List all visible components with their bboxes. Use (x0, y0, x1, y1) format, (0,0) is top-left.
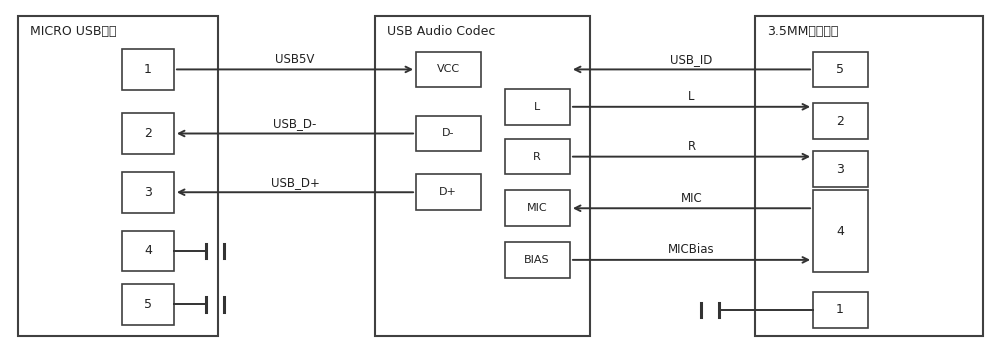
Bar (122, 172, 174, 213)
Bar (122, 284, 174, 325)
Text: MICRO USB接口: MICRO USB接口 (30, 25, 116, 38)
Text: MIC: MIC (681, 192, 702, 205)
Text: 5: 5 (144, 298, 152, 311)
Text: R: R (687, 140, 696, 153)
Text: 3: 3 (144, 186, 152, 199)
Text: MICBias: MICBias (668, 243, 715, 256)
Bar (505, 190, 570, 226)
Text: R: R (533, 152, 541, 162)
Bar (122, 113, 174, 154)
Text: VCC: VCC (436, 64, 460, 74)
Bar (505, 89, 570, 125)
Bar (812, 103, 868, 139)
Text: MIC: MIC (527, 203, 547, 213)
Text: 2: 2 (836, 115, 844, 127)
Text: L: L (688, 90, 695, 103)
Text: 3.5MM耳机插座: 3.5MM耳机插座 (767, 25, 838, 38)
Bar (505, 242, 570, 278)
Text: D+: D+ (439, 187, 457, 197)
Text: 5: 5 (836, 63, 844, 76)
Text: USB_D-: USB_D- (273, 117, 317, 130)
Bar (812, 151, 868, 187)
Text: 3: 3 (836, 163, 844, 176)
Bar (416, 174, 480, 210)
Text: 4: 4 (836, 225, 844, 238)
Bar (505, 139, 570, 174)
Text: USB Audio Codec: USB Audio Codec (387, 25, 495, 38)
Bar (755, 16, 983, 336)
Text: D-: D- (442, 129, 454, 138)
Bar (122, 231, 174, 271)
Bar (812, 52, 868, 87)
Text: L: L (534, 102, 540, 112)
Text: USB_D+: USB_D+ (271, 176, 319, 189)
Text: 1: 1 (836, 303, 844, 316)
Text: 2: 2 (144, 127, 152, 140)
Text: 1: 1 (144, 63, 152, 76)
Bar (812, 190, 868, 272)
Text: BIAS: BIAS (524, 255, 550, 265)
Bar (375, 16, 590, 336)
Bar (416, 52, 480, 87)
Bar (122, 49, 174, 90)
Bar (416, 116, 480, 151)
Text: USB_ID: USB_ID (670, 53, 713, 66)
Bar (18, 16, 218, 336)
Text: 4: 4 (144, 245, 152, 257)
Bar (812, 292, 868, 328)
Text: USB5V: USB5V (275, 53, 315, 66)
